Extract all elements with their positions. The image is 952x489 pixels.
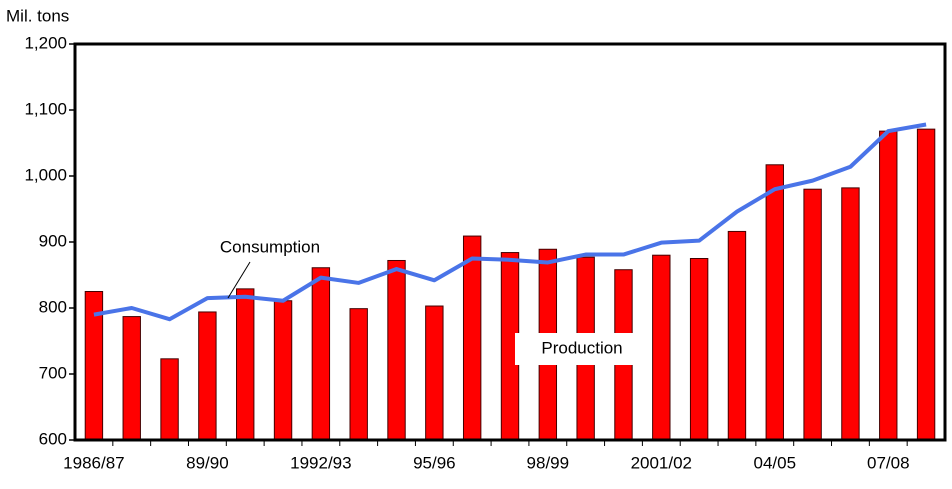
bar [236, 288, 255, 441]
x-tick-label: 95/96 [413, 453, 456, 472]
series-annotation: Consumption [220, 237, 320, 256]
bar [916, 128, 936, 441]
bar [387, 259, 406, 441]
bar [122, 316, 141, 441]
y-tick-label: 1,000 [24, 165, 67, 184]
bar [160, 358, 179, 441]
bar [311, 267, 331, 441]
line [93, 122, 927, 322]
x-tick-label: 1992/93 [290, 453, 351, 472]
bar [425, 305, 444, 441]
bar [841, 187, 860, 441]
bar [765, 164, 784, 441]
x-tick-label: 98/99 [527, 453, 570, 472]
x-tick-label: 07/08 [867, 453, 910, 472]
bar [727, 230, 747, 441]
y-tick-label: 700 [39, 363, 67, 382]
bar [349, 308, 368, 441]
bar [198, 311, 217, 441]
bar [803, 188, 822, 441]
plot-frame [73, 42, 947, 442]
x-tick-label: 1986/87 [63, 453, 124, 472]
bar [879, 130, 898, 441]
bar [689, 258, 709, 441]
x-tick-label: 04/05 [754, 453, 797, 472]
bar [273, 300, 293, 441]
y-tick-label: 1,100 [24, 99, 67, 118]
annotation-pointer [227, 261, 251, 299]
y-tick-label: 900 [39, 231, 67, 250]
y-axis-label: Mil. tons [6, 6, 69, 25]
x-tick-label: 2001/02 [631, 453, 692, 472]
y-tick-label: 1,200 [24, 33, 67, 52]
bar [652, 254, 671, 441]
y-tick-label: 600 [39, 429, 67, 448]
annotation-box [515, 333, 635, 365]
bar [462, 235, 482, 441]
series-annotation: Production [541, 338, 622, 357]
x-tick-label: 89/90 [186, 453, 229, 472]
y-tick-label: 800 [39, 297, 67, 316]
